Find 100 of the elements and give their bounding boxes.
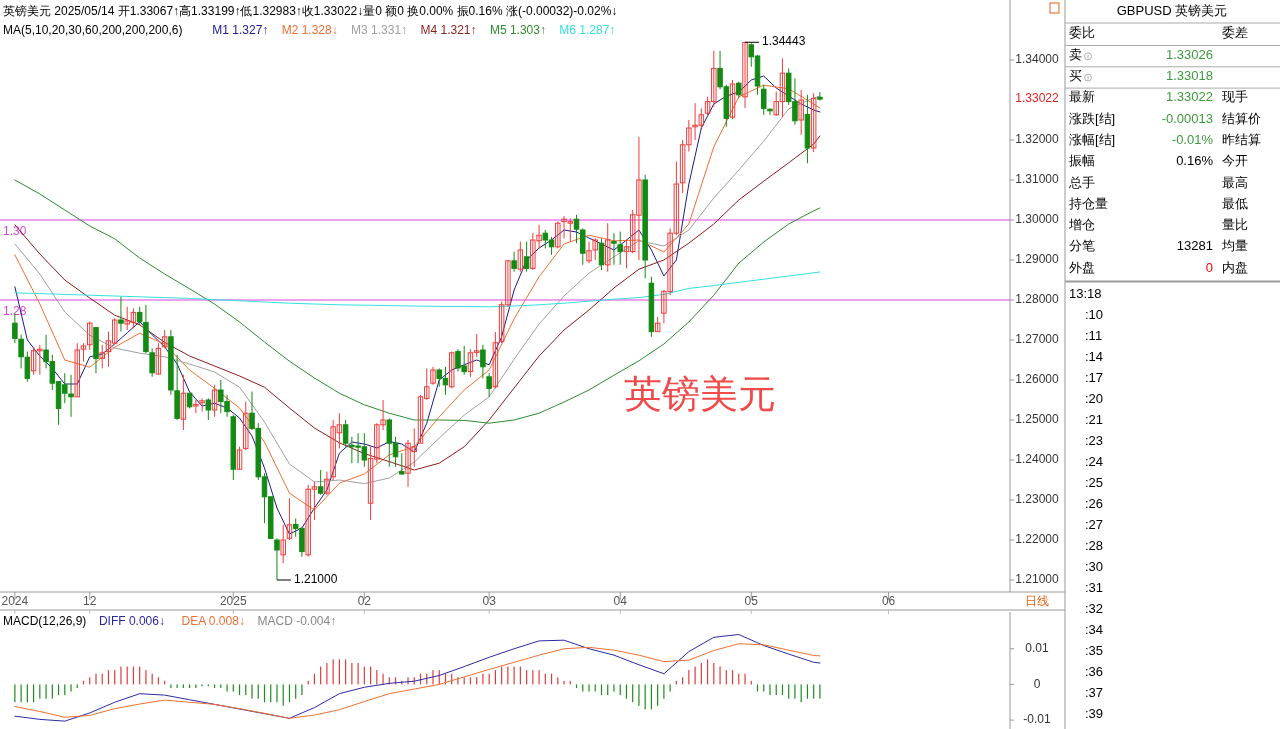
category-label: 委比 — [1069, 25, 1095, 41]
category-label: 涨跌[结] — [1069, 110, 1116, 126]
text: :14 — [1085, 349, 1104, 365]
y-tick-label: 1.23000 — [1015, 492, 1060, 507]
text: M2 1.328↓ — [281, 23, 338, 38]
y-tick-label: -0.01 — [1023, 712, 1051, 727]
text: M6 1.287↑ — [559, 23, 616, 38]
candlestick — [611, 232, 617, 266]
candlestick — [286, 497, 293, 541]
category-label: 涨幅[结] — [1069, 131, 1116, 147]
category-label: 最新 — [1069, 89, 1095, 105]
chart-title: 英镑美元 2025/05/14 开1.33067↑高1.33199↑低1.32983↑收1.33022↓量0 额0 换0.00% 振0.16% 涨(-0.00032)-0.02%↓ — [3, 4, 618, 19]
candlestick — [118, 296, 124, 333]
candlestick — [161, 329, 168, 349]
annotation: 1.34443 — [762, 34, 806, 49]
legend-title: MACD(12,26,9) — [3, 614, 87, 629]
text: :20 — [1085, 391, 1104, 407]
text: :23 — [1085, 433, 1104, 449]
candlestick — [280, 524, 286, 564]
candlestick — [810, 92, 817, 153]
category-label: 昨结算 — [1222, 131, 1261, 147]
candlestick — [430, 366, 436, 386]
text: 1.33018 — [1166, 68, 1213, 84]
candlestick — [729, 79, 736, 120]
candlestick — [155, 342, 162, 376]
text: 13281 — [1176, 238, 1213, 254]
candlestick — [511, 251, 517, 273]
y-tick-label: 1.26000 — [1015, 372, 1060, 387]
candlestick — [211, 384, 218, 418]
text: -0.01% — [1171, 131, 1213, 147]
candlestick — [180, 374, 187, 431]
y-tick-label: 1.27000 — [1015, 332, 1060, 347]
category-label: 委差 — [1222, 25, 1248, 41]
category-label: 外盘 — [1069, 259, 1095, 275]
y-tick-label: 1.22000 — [1015, 532, 1060, 547]
candlestick — [817, 91, 823, 102]
text: :27 — [1085, 517, 1104, 533]
text: 0 — [1205, 259, 1213, 275]
category-label: 均量 — [1222, 238, 1248, 254]
category-label: 持仓量 — [1069, 195, 1108, 211]
text: :25 — [1085, 475, 1104, 491]
category-label: 买 — [1069, 68, 1082, 84]
category-label: 内盘 — [1222, 259, 1248, 275]
text: 1.33022 — [1015, 91, 1060, 106]
candlestick — [18, 334, 24, 369]
candlestick — [517, 241, 524, 273]
category-label: 结算价 — [1222, 110, 1261, 126]
text: GBPUSD 英镑美元 — [1116, 3, 1228, 19]
text: 0.16% — [1176, 153, 1213, 169]
text: M3 1.331↑ — [351, 23, 408, 38]
candlestick — [523, 241, 530, 273]
x-tick-label: 05 — [744, 594, 759, 609]
text: MACD -0.004↑ — [257, 614, 337, 629]
candlestick — [324, 471, 330, 496]
text: M4 1.321↑ — [420, 23, 477, 38]
candlestick — [274, 537, 280, 581]
text: :32 — [1085, 601, 1104, 617]
candlestick — [236, 446, 243, 471]
text: :35 — [1085, 643, 1104, 659]
candlestick — [24, 351, 31, 383]
text: M5 1.303↑ — [489, 23, 546, 38]
candlestick — [555, 221, 561, 249]
candlestick — [604, 222, 611, 273]
category-label: 总手 — [1068, 174, 1095, 190]
candlestick — [399, 452, 405, 476]
category-label: 最高 — [1222, 174, 1248, 190]
candlestick — [149, 347, 155, 378]
x-tick-label: 02 — [357, 594, 372, 609]
x-tick-label: 06 — [881, 594, 896, 609]
candlestick — [767, 107, 773, 116]
text: :30 — [1085, 559, 1104, 575]
category-label: 今开 — [1222, 153, 1248, 169]
candlestick — [87, 321, 93, 351]
text: :24 — [1085, 454, 1104, 470]
candlestick — [199, 397, 205, 413]
text: :21 — [1085, 412, 1104, 428]
candlestick — [798, 89, 804, 136]
candlestick — [243, 401, 249, 451]
y-tick-label: 0.01 — [1025, 640, 1049, 655]
candlestick — [617, 231, 623, 266]
category-label: 量比 — [1222, 217, 1248, 233]
legend-title: MA(5,10,20,30,60,200,200,200,6) — [3, 23, 183, 38]
text: 1.33022 — [1166, 89, 1213, 105]
text: :34 — [1085, 622, 1104, 638]
text: :36 — [1085, 664, 1104, 680]
candlestick — [761, 84, 767, 116]
x-tick-label: 04 — [613, 594, 628, 609]
y-tick-label: 1.34000 — [1015, 52, 1060, 67]
y-tick-label: 1.30000 — [1015, 212, 1060, 227]
annotation: 英镑美元 — [624, 373, 776, 416]
text: M1 1.327↑ — [212, 23, 269, 38]
x-tick-label: 03 — [482, 594, 497, 609]
candlestick — [342, 419, 349, 448]
candlestick — [205, 397, 212, 421]
text: :26 — [1085, 496, 1104, 512]
x-tick-label: 2025 — [219, 594, 247, 609]
candlestick — [99, 344, 105, 369]
text: :17 — [1085, 370, 1104, 386]
y-tick-label: 1.31000 — [1015, 172, 1060, 187]
annotation: 1.21000 — [293, 572, 338, 587]
